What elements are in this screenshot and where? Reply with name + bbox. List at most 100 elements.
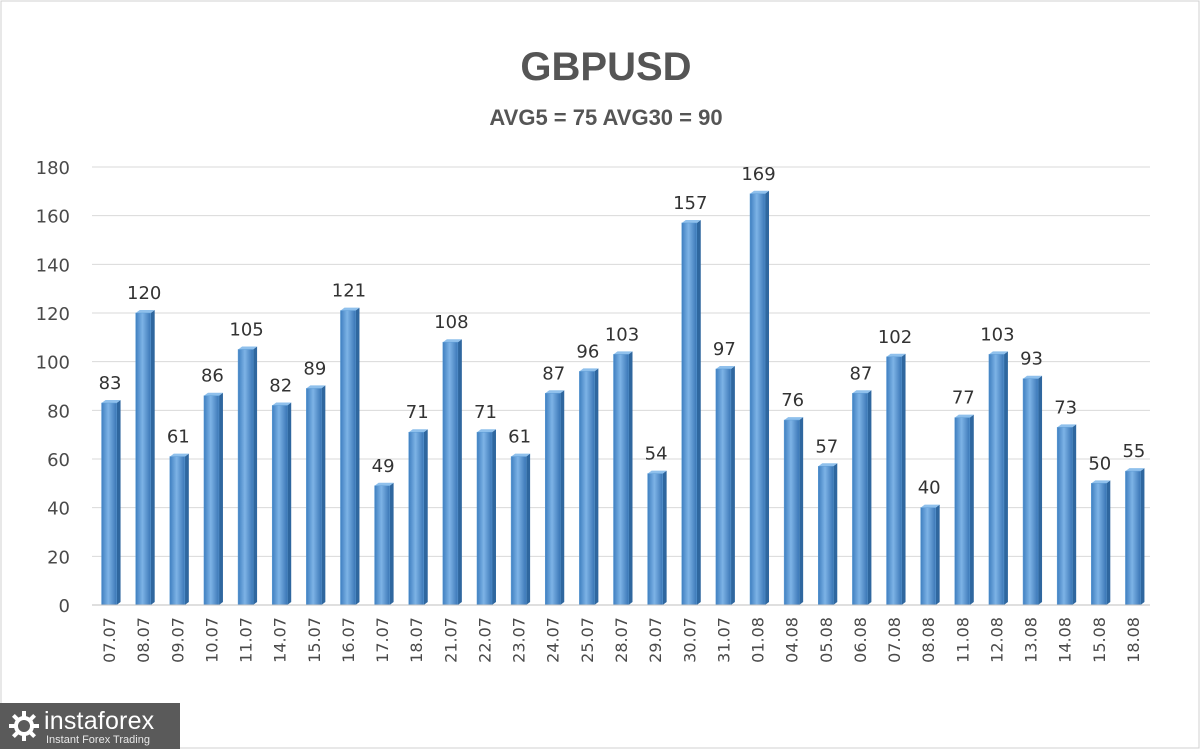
- bar-side: [355, 307, 360, 605]
- bar: [749, 193, 766, 606]
- bar-side: [730, 365, 735, 605]
- bar: [135, 312, 151, 606]
- bar-side: [901, 353, 906, 605]
- bar-top: [1091, 480, 1111, 484]
- bar: [101, 402, 117, 606]
- bar: [271, 405, 288, 606]
- bar-side: [218, 392, 223, 605]
- y-tick-label: 40: [47, 499, 70, 520]
- bar-side: [116, 400, 121, 605]
- bar: [237, 349, 254, 606]
- data-label: 55: [1122, 441, 1145, 462]
- bar: [1022, 378, 1039, 606]
- y-tick-label: 0: [59, 596, 70, 617]
- data-label: 169: [741, 164, 775, 185]
- data-label: 89: [303, 358, 326, 379]
- bar-side: [833, 463, 838, 605]
- x-tick-label: 07.08: [885, 617, 904, 663]
- data-label: 71: [406, 402, 429, 423]
- x-tick-label: 10.07: [202, 617, 221, 663]
- x-tick-label: 29.07: [646, 617, 665, 663]
- bar-side: [526, 453, 531, 605]
- bar-side: [935, 504, 940, 605]
- bar-top: [1023, 375, 1043, 379]
- data-label: 77: [952, 388, 975, 409]
- bar-side: [389, 482, 394, 605]
- bar-top: [340, 307, 360, 311]
- bar-side: [799, 417, 804, 605]
- bar-side: [628, 351, 633, 605]
- data-label: 121: [332, 281, 366, 302]
- bar-side: [696, 219, 701, 605]
- x-tick-label: 18.07: [407, 617, 426, 663]
- x-tick-label: 11.07: [237, 617, 256, 663]
- bar: [510, 456, 527, 606]
- x-tick-label: 05.08: [817, 617, 836, 663]
- data-label: 157: [673, 193, 707, 214]
- bar-top: [442, 339, 462, 343]
- x-tick-label: 30.07: [680, 617, 699, 663]
- x-tick-label: 24.07: [544, 617, 563, 663]
- bar: [169, 456, 186, 606]
- data-label: 49: [372, 456, 395, 477]
- chart-subtitle: AVG5 = 75 AVG30 = 90: [489, 105, 722, 130]
- bar: [579, 371, 595, 606]
- y-tick-label: 20: [47, 547, 70, 568]
- bar: [340, 310, 356, 606]
- data-label: 71: [474, 402, 497, 423]
- bar-side: [765, 190, 770, 605]
- bar: [920, 507, 936, 606]
- bar: [954, 417, 971, 606]
- x-tick-label: 14.07: [271, 617, 290, 663]
- bar-top: [511, 453, 531, 457]
- bar: [1091, 483, 1107, 606]
- data-label: 61: [508, 427, 531, 448]
- data-label: 61: [167, 427, 190, 448]
- bar-side: [1003, 351, 1008, 605]
- bar-side: [1038, 375, 1043, 605]
- bar-side: [287, 402, 292, 605]
- data-label: 86: [201, 366, 224, 387]
- x-tick-label: 08.08: [919, 617, 938, 663]
- bar-top: [647, 470, 667, 474]
- data-label: 87: [542, 363, 565, 384]
- data-label: 83: [99, 373, 122, 394]
- x-tick-label: 23.07: [510, 617, 529, 663]
- bar-side: [969, 414, 974, 605]
- bar-side: [867, 390, 872, 605]
- x-tick-label: 22.07: [475, 617, 494, 663]
- watermark-logo: instaforex Instant Forex Trading: [0, 703, 180, 749]
- bar-top: [954, 414, 974, 418]
- bar: [818, 466, 834, 606]
- bar-top: [306, 385, 326, 389]
- x-tick-label: 12.08: [987, 617, 1006, 663]
- x-tick-label: 04.08: [783, 617, 802, 663]
- bar-side: [150, 310, 155, 605]
- bar: [647, 473, 663, 606]
- data-label: 103: [980, 324, 1014, 345]
- bar-top: [920, 504, 940, 508]
- bar-top: [1057, 424, 1077, 428]
- bar-top: [374, 482, 394, 486]
- bar-top: [476, 429, 496, 433]
- bar: [306, 388, 322, 606]
- data-label: 54: [645, 444, 668, 465]
- bar-top: [715, 365, 735, 369]
- x-tick-label: 14.08: [1056, 617, 1075, 663]
- bar: [783, 419, 800, 606]
- y-tick-label: 100: [36, 353, 70, 374]
- x-tick-label: 15.07: [305, 617, 324, 663]
- bars: [101, 190, 1145, 606]
- data-label: 73: [1054, 397, 1077, 418]
- bar-top: [169, 453, 189, 457]
- data-label: 108: [434, 312, 468, 333]
- y-tick-label: 120: [36, 304, 70, 325]
- bar: [544, 393, 561, 606]
- watermark-tagline: Instant Forex Trading: [46, 734, 150, 746]
- y-tick-label: 140: [36, 255, 70, 276]
- y-tick-label: 80: [47, 401, 70, 422]
- bar-top: [1125, 468, 1145, 472]
- y-tick-label: 160: [36, 207, 70, 228]
- x-tick-label: 13.08: [1022, 617, 1041, 663]
